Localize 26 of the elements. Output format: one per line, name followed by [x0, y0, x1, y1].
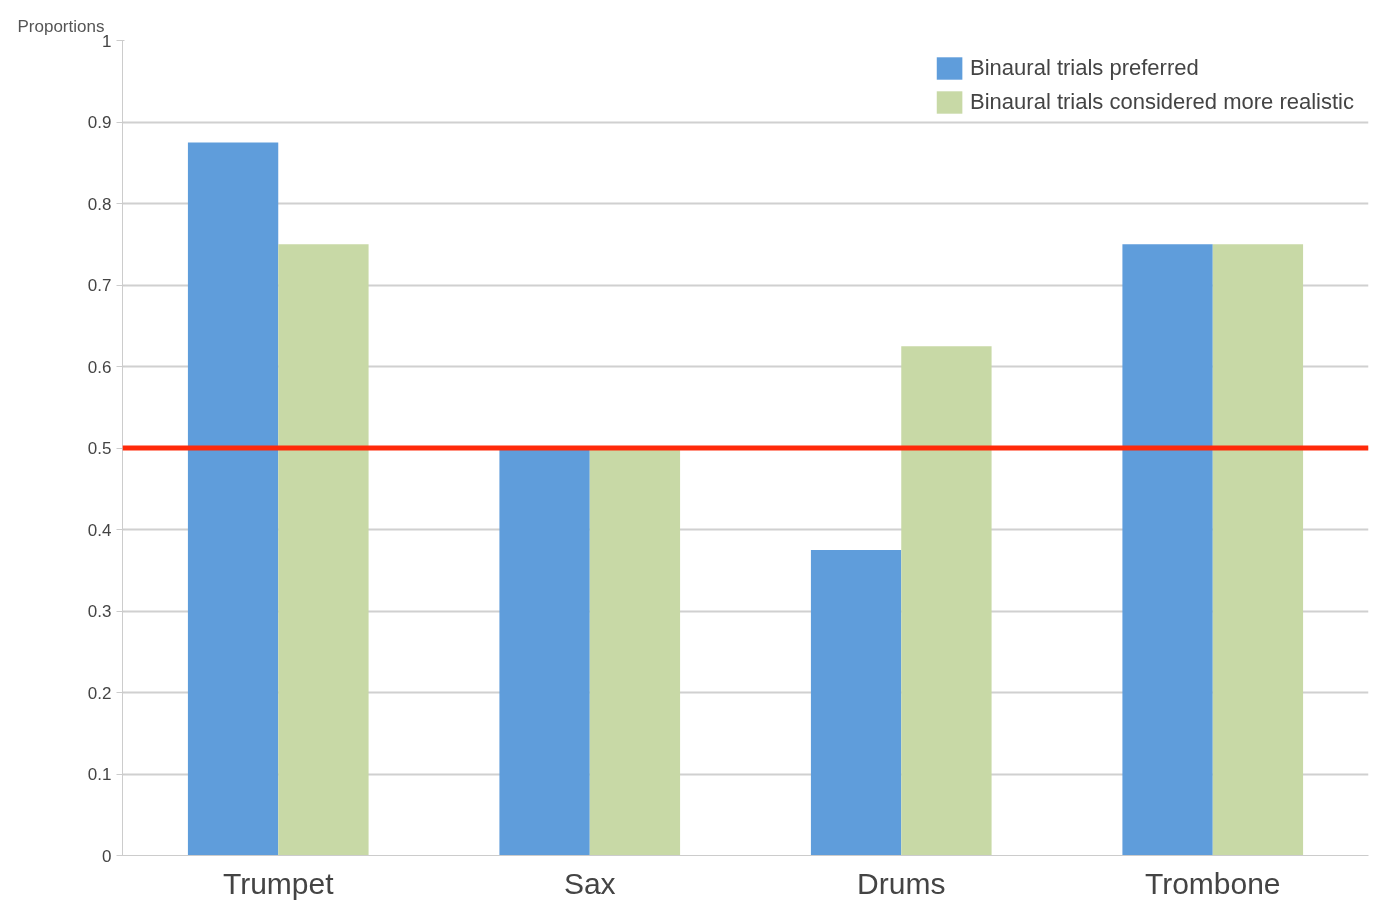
x-tick-label: Trumpet — [222, 866, 335, 900]
y-tick-label: 0.1 — [87, 765, 112, 784]
bar — [1122, 244, 1213, 856]
bar — [589, 448, 681, 856]
y-tick-label: 0 — [102, 846, 112, 866]
y-tick-label: 0.9 — [87, 113, 112, 132]
y-tick-label: 1 — [102, 31, 112, 51]
y-tick-label: 0.8 — [87, 194, 112, 214]
legend-label: Binaural trials preferred — [970, 55, 1199, 81]
x-tick-label: Sax — [563, 866, 616, 900]
y-tick-label: 0.4 — [87, 520, 112, 540]
y-tick-label: 0.7 — [87, 276, 112, 295]
y-tick-label: 0.5 — [87, 439, 112, 458]
y-tick-label: 0.2 — [87, 683, 112, 703]
legend-label: Binaural trials considered more realistic — [970, 89, 1354, 115]
bar — [187, 142, 279, 856]
bar — [810, 549, 902, 856]
y-tick-label: 0.3 — [87, 602, 112, 621]
x-tick-label: Trombone — [1144, 866, 1281, 900]
y-axis-title: Proportions — [17, 16, 105, 36]
bar — [278, 244, 369, 856]
bar — [901, 346, 992, 856]
bar — [499, 448, 590, 856]
x-tick-label: Drums — [857, 866, 946, 900]
y-tick-label: 0.6 — [87, 357, 112, 377]
bar — [1212, 244, 1304, 856]
